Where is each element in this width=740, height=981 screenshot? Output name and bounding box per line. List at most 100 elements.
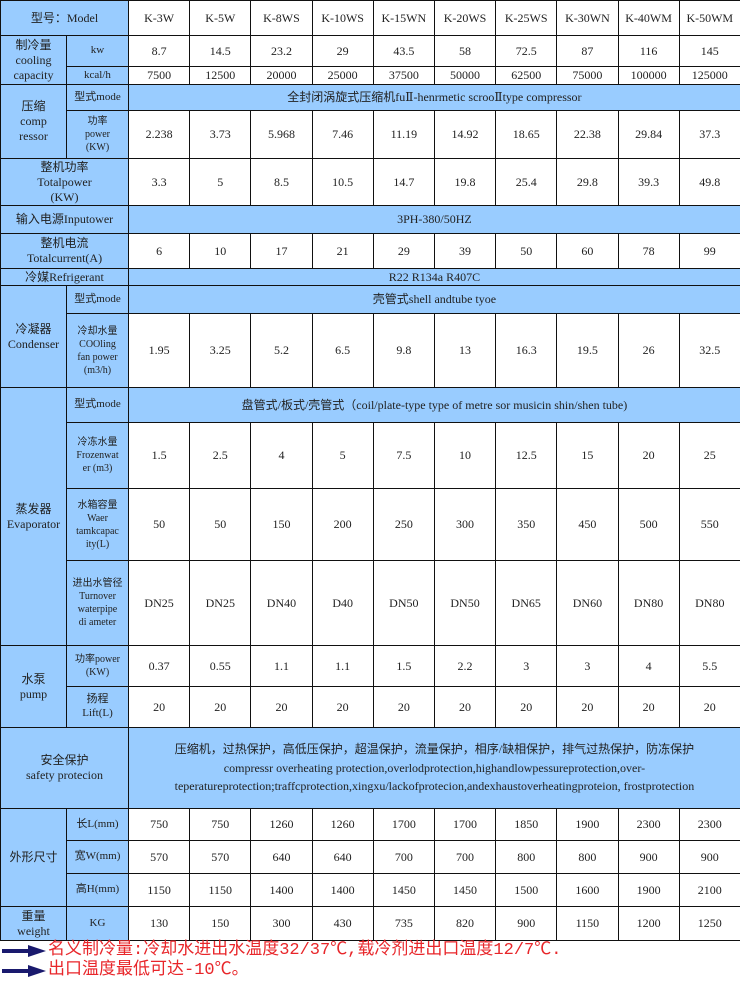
cell-value: 87 bbox=[556, 35, 619, 67]
arrow-right-icon bbox=[2, 965, 46, 977]
cell-value: 430 bbox=[311, 906, 374, 941]
cell-value: 1850 bbox=[495, 808, 558, 841]
row-sublabel: 型式mode bbox=[66, 387, 129, 423]
cell-value: 20 bbox=[311, 686, 374, 728]
cell-value: 1260 bbox=[250, 808, 313, 841]
model-name: K-50WM bbox=[678, 0, 740, 36]
cell-value: 50 bbox=[127, 488, 191, 561]
cell-value: 735 bbox=[372, 906, 435, 941]
row-sublabel: 高H(mm) bbox=[66, 873, 129, 907]
cell-value: 13 bbox=[433, 313, 497, 388]
cell-value: 570 bbox=[127, 840, 191, 874]
cell-value: DN65 bbox=[495, 560, 558, 646]
cell-value: 20 bbox=[495, 686, 558, 728]
cell-value: 1.5 bbox=[372, 645, 435, 687]
section-label: 蒸发器 Evaporator bbox=[0, 387, 67, 646]
row-sublabel: 型式mode bbox=[66, 285, 129, 314]
cell-value: 17 bbox=[250, 233, 313, 269]
cell-value: 20 bbox=[189, 686, 252, 728]
cell-value: 1150 bbox=[189, 873, 252, 907]
model-name: K-20WS bbox=[433, 0, 497, 36]
section-label: 冷媒Refrigerant bbox=[0, 268, 129, 286]
cell-value: 900 bbox=[617, 840, 680, 874]
cell-value: 820 bbox=[433, 906, 497, 941]
cell-value: 25 bbox=[678, 422, 740, 489]
row-span-value: R22 R134a R407C bbox=[128, 268, 740, 286]
cell-value: 1700 bbox=[372, 808, 435, 841]
cell-value: 700 bbox=[372, 840, 435, 874]
section-label: 冷凝器 Condenser bbox=[0, 285, 67, 388]
row-sublabel: 功率 power (KW) bbox=[66, 110, 129, 159]
cell-value: 1150 bbox=[127, 873, 191, 907]
cell-value: 3.3 bbox=[127, 158, 191, 206]
cell-value: 2.2 bbox=[433, 645, 497, 687]
cell-value: 39.3 bbox=[617, 158, 680, 206]
cell-value: 9.8 bbox=[372, 313, 435, 388]
cell-value: 700 bbox=[433, 840, 497, 874]
table-row: 水泵 pump 功率power (KW) 0.37 0.55 1.1 1.1 1.5 2.2 3… bbox=[0, 645, 740, 728]
cell-value: 3.25 bbox=[189, 313, 252, 388]
cell-value: 4 bbox=[617, 645, 680, 687]
table-row: 输入电源Inputower 3PH-380/50HZ bbox=[0, 205, 740, 234]
section-label: 水泵 pump bbox=[0, 645, 67, 728]
arrow-right-icon bbox=[2, 945, 46, 957]
cell-value: D40 bbox=[311, 560, 374, 646]
cell-value: 1450 bbox=[372, 873, 435, 907]
cell-value: 550 bbox=[678, 488, 740, 561]
cell-value: 1150 bbox=[556, 906, 619, 941]
row-sublabel: kw bbox=[66, 35, 129, 67]
cell-value: 20 bbox=[617, 422, 680, 489]
model-name: K-40WM bbox=[617, 0, 680, 36]
cell-value: 50000 bbox=[433, 66, 497, 85]
section-label: 安全保护 safety protecion bbox=[0, 727, 129, 809]
header-row: 型号：Model K-3W K-5W K-8WS K-10WS K-15WN K-20WS K… bbox=[0, 0, 740, 36]
model-name: K-10WS bbox=[311, 0, 374, 36]
cell-value: 800 bbox=[495, 840, 558, 874]
cell-value: 1.5 bbox=[127, 422, 191, 489]
cell-value: 20 bbox=[127, 686, 191, 728]
cell-value: 1500 bbox=[495, 873, 558, 907]
cell-value: 12500 bbox=[189, 66, 252, 85]
table-row: 宽W(mm) 570 570 640 640 700 700 800 800 900 900 bbox=[1, 840, 740, 874]
cell-value: 20000 bbox=[250, 66, 313, 85]
row-sublabel: KG bbox=[66, 906, 129, 941]
cell-value: 21 bbox=[311, 233, 374, 269]
table-row: kcal/h 7500 12500 20000 25000 37500 50000 62500… bbox=[1, 66, 740, 85]
cell-value: 5 bbox=[189, 158, 252, 206]
cell-value: 25000 bbox=[311, 66, 374, 85]
cell-value: 19.5 bbox=[556, 313, 619, 388]
cell-value: 20 bbox=[556, 686, 619, 728]
cell-value: DN50 bbox=[433, 560, 497, 646]
section-label: 整机功率 Totalpower (KW) bbox=[0, 158, 129, 206]
cell-value: 1200 bbox=[617, 906, 680, 941]
table-row: 整机功率 Totalpower (KW) 3.3 5 8.5 10.5 14.7 19.8 2… bbox=[0, 158, 740, 206]
cell-value: 5 bbox=[311, 422, 374, 489]
cell-value: 49.8 bbox=[678, 158, 740, 206]
cell-value: 350 bbox=[495, 488, 558, 561]
cell-value: 6 bbox=[127, 233, 191, 269]
cell-value: 5.968 bbox=[250, 110, 313, 159]
cell-value: 1400 bbox=[250, 873, 313, 907]
table-row: 高H(mm) 1150 1150 1400 1400 1450 1450 1500 1600 19… bbox=[1, 873, 740, 907]
cell-value: DN50 bbox=[372, 560, 435, 646]
cell-value: 7.46 bbox=[311, 110, 374, 159]
cell-value: 750 bbox=[127, 808, 191, 841]
row-sublabel: 冷却水量 COOling fan power (m3/h) bbox=[66, 313, 129, 388]
cell-value: 26 bbox=[617, 313, 680, 388]
section-label: 外形尺寸 bbox=[0, 808, 67, 907]
cell-value: 72.5 bbox=[495, 35, 558, 67]
cell-value: 1900 bbox=[617, 873, 680, 907]
cell-value: 8.5 bbox=[250, 158, 313, 206]
cell-value: 3 bbox=[495, 645, 558, 687]
cell-value: 5.2 bbox=[250, 313, 313, 388]
table-row: 冷冻水量 Frozenwat er (m3) 1.5 2.5 4 5 7.5 10 12.5 1… bbox=[1, 422, 740, 489]
row-sublabel: 扬程 Lift(L) bbox=[66, 686, 129, 728]
cell-value: 99 bbox=[678, 233, 740, 269]
row-sublabel: 水箱容量 Waer tamkcapac ity(L) bbox=[66, 488, 129, 561]
cell-value: 6.5 bbox=[311, 313, 374, 388]
cell-value: 100000 bbox=[617, 66, 680, 85]
cell-value: 0.55 bbox=[189, 645, 252, 687]
table-row: 冷凝器 Condenser 型式mode 壳管式shell andtube tyoe bbox=[0, 285, 740, 388]
cell-value: 1.95 bbox=[127, 313, 191, 388]
cell-value: 62500 bbox=[495, 66, 558, 85]
